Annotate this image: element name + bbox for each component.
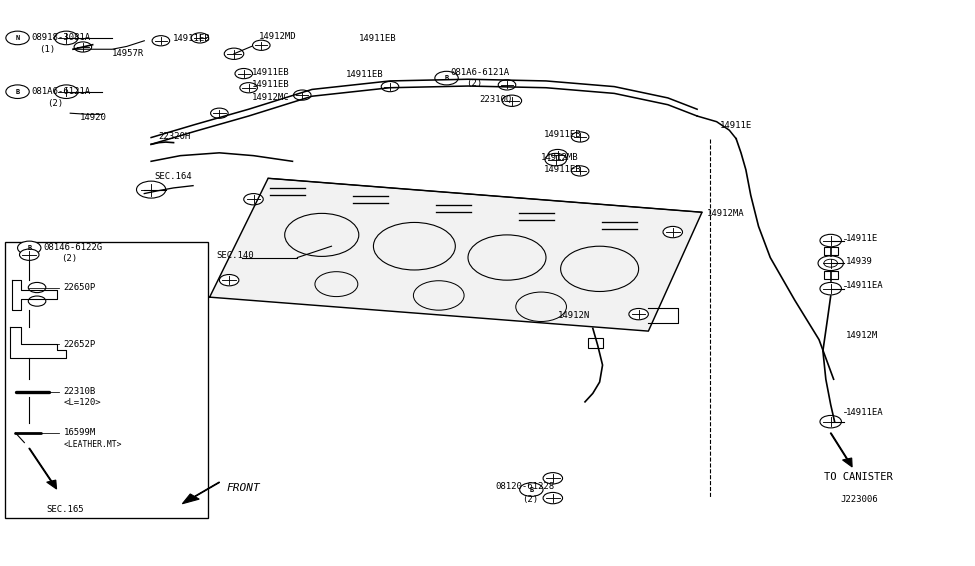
Text: 14912M: 14912M	[846, 331, 878, 340]
Circle shape	[435, 71, 458, 85]
Polygon shape	[210, 178, 702, 331]
Text: (2): (2)	[61, 254, 78, 263]
Text: (1): (1)	[39, 45, 56, 54]
Circle shape	[820, 257, 841, 269]
Text: B: B	[445, 75, 448, 81]
Text: 08120-61228: 08120-61228	[495, 482, 555, 491]
Circle shape	[191, 33, 209, 43]
Text: 14911EB: 14911EB	[544, 130, 582, 139]
Circle shape	[543, 492, 563, 504]
Circle shape	[6, 85, 29, 98]
Circle shape	[548, 149, 567, 161]
Circle shape	[244, 194, 263, 205]
Text: 14911EB: 14911EB	[544, 165, 582, 174]
Circle shape	[211, 108, 228, 118]
FancyArrow shape	[831, 433, 852, 467]
Text: N: N	[16, 35, 20, 41]
Circle shape	[235, 68, 253, 79]
Circle shape	[240, 83, 257, 93]
Text: <L=120>: <L=120>	[63, 398, 101, 408]
Text: 14911EB: 14911EB	[359, 34, 397, 43]
Circle shape	[152, 36, 170, 46]
Text: 14911E: 14911E	[846, 234, 878, 243]
Circle shape	[74, 42, 92, 52]
Text: B: B	[27, 245, 31, 251]
Text: (2): (2)	[466, 79, 483, 88]
Circle shape	[520, 483, 543, 496]
Bar	[588, 338, 603, 348]
Text: 14911EA: 14911EA	[846, 281, 884, 290]
Text: 14911EA: 14911EA	[846, 408, 884, 417]
Bar	[824, 271, 838, 279]
Text: 22310Q: 22310Q	[480, 95, 512, 104]
Text: 22650P: 22650P	[63, 283, 96, 292]
Circle shape	[55, 85, 78, 98]
FancyArrow shape	[29, 448, 57, 489]
Circle shape	[381, 82, 399, 92]
Text: 081A6-6121A: 081A6-6121A	[450, 68, 510, 77]
Text: 14912MB: 14912MB	[541, 153, 579, 162]
Text: TO CANISTER: TO CANISTER	[824, 471, 893, 482]
FancyArrow shape	[182, 482, 219, 504]
Circle shape	[502, 95, 522, 106]
Circle shape	[498, 80, 516, 90]
Circle shape	[543, 473, 563, 484]
Text: 14912MA: 14912MA	[707, 209, 745, 218]
Text: 14911EB: 14911EB	[252, 80, 290, 89]
Circle shape	[6, 31, 29, 45]
Circle shape	[20, 249, 39, 260]
Circle shape	[820, 282, 841, 295]
Circle shape	[571, 166, 589, 176]
Text: FRONT: FRONT	[226, 483, 260, 493]
Text: SEC.164: SEC.164	[154, 172, 192, 181]
Circle shape	[55, 31, 78, 45]
Circle shape	[820, 415, 841, 428]
Circle shape	[545, 153, 566, 166]
Text: (2): (2)	[523, 495, 539, 504]
Text: SEC.140: SEC.140	[216, 251, 254, 260]
Text: 081A6-6121A: 081A6-6121A	[31, 87, 91, 96]
Circle shape	[224, 48, 244, 59]
Circle shape	[820, 234, 841, 247]
Text: 14939: 14939	[846, 257, 874, 266]
Circle shape	[293, 90, 311, 100]
Text: 16599M: 16599M	[63, 428, 96, 438]
Text: 14912MC: 14912MC	[252, 93, 290, 102]
Text: 14911EB: 14911EB	[173, 34, 211, 43]
Text: 14957R: 14957R	[112, 49, 144, 58]
Text: <LEATHER.MT>: <LEATHER.MT>	[63, 440, 122, 449]
Text: 22652P: 22652P	[63, 340, 96, 349]
Circle shape	[571, 132, 589, 142]
Circle shape	[18, 241, 41, 255]
Bar	[5, 242, 208, 518]
Text: 14912N: 14912N	[558, 311, 590, 320]
Text: 14912MD: 14912MD	[258, 32, 296, 41]
Text: 14911E: 14911E	[720, 121, 752, 130]
Text: J223006: J223006	[840, 495, 878, 504]
Circle shape	[136, 181, 166, 198]
Text: (2): (2)	[47, 98, 63, 108]
Text: 22320H: 22320H	[158, 132, 190, 142]
Text: 14911EB: 14911EB	[252, 68, 290, 77]
Text: 22310B: 22310B	[63, 387, 96, 396]
Text: B: B	[16, 89, 20, 95]
Bar	[824, 247, 838, 255]
Circle shape	[629, 308, 648, 320]
Text: B: B	[529, 487, 533, 492]
Text: 08918-3081A: 08918-3081A	[31, 33, 91, 42]
Circle shape	[253, 40, 270, 50]
Text: 14920: 14920	[80, 113, 107, 122]
Circle shape	[663, 226, 682, 238]
Circle shape	[818, 256, 843, 271]
Text: SEC.165: SEC.165	[47, 505, 85, 514]
Text: 08146-6122G: 08146-6122G	[44, 243, 103, 252]
Circle shape	[219, 275, 239, 286]
Text: 14911EB: 14911EB	[346, 70, 384, 79]
